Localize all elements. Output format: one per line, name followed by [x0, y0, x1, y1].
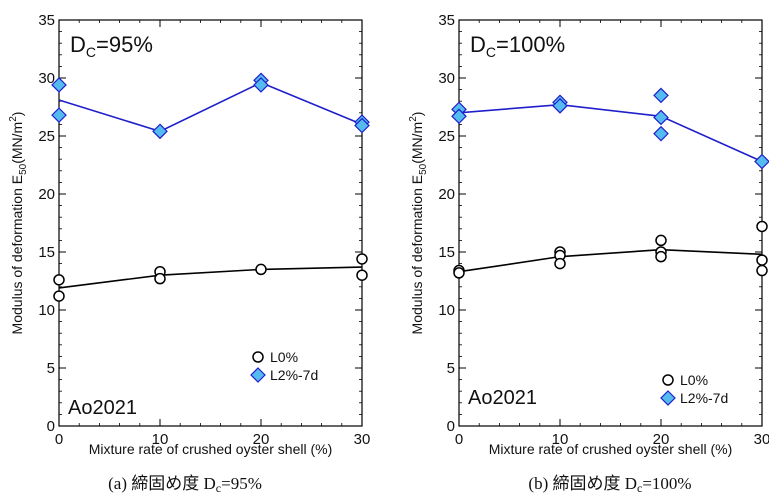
data-point-circle [756, 254, 768, 266]
data-point-circle [655, 234, 667, 247]
x-tick-label: 30 [754, 431, 769, 448]
x-tick-label: 20 [253, 431, 270, 448]
y-tick-label: 5 [447, 360, 455, 377]
y-tick-label: 30 [38, 70, 55, 87]
trend-line-circle [58, 266, 363, 289]
trend-line-diamond [458, 103, 763, 163]
y-tick-label: 0 [47, 418, 55, 435]
y-tick-label: 15 [438, 244, 455, 261]
plot-frame [58, 19, 363, 427]
data-point-circle [53, 290, 65, 302]
data-point-circle [756, 264, 768, 277]
data-point-circle [53, 274, 65, 286]
x-tick-label: 0 [55, 431, 63, 448]
y-tick-label: 35 [438, 12, 455, 29]
dc-annotation: DC=100% [470, 32, 565, 60]
panel-caption: (a) 締固め度 Dc=95% [108, 474, 262, 495]
data-point-diamond [51, 107, 67, 123]
source-annotation: Ao2021 [468, 387, 537, 409]
y-tick-label: 5 [47, 360, 55, 377]
data-point-circle [453, 267, 465, 279]
x-tick-label: 30 [354, 431, 371, 448]
data-point-circle [655, 250, 667, 263]
y-tick-label: 20 [38, 186, 55, 203]
y-tick-label: 20 [438, 186, 455, 203]
data-point-diamond [152, 123, 168, 140]
data-point-circle [255, 263, 267, 276]
y-tick-label: 35 [38, 12, 55, 29]
y-tick-label: 0 [447, 418, 455, 435]
y-tick-label: 10 [438, 302, 455, 319]
data-point-diamond [754, 153, 769, 170]
x-tick-label: 20 [653, 431, 670, 448]
trend-line-diamond [58, 81, 363, 133]
y-axis-label: Modulus of deformation E50(MN/m2) [408, 112, 429, 335]
trend-line-circle [458, 248, 763, 273]
data-point-circle [756, 220, 768, 233]
source-annotation: Ao2021 [68, 397, 137, 419]
legend-marker-diamond [660, 390, 676, 406]
legend-label: L0% [270, 349, 298, 365]
legend-marker-diamond [250, 367, 266, 383]
chart-panel-a: 0 5 10 15 20 25 30 35 0 10 20 30 Mixture rate of cru… [8, 12, 370, 495]
y-tick-label: 15 [38, 244, 55, 261]
y-tick-label: 10 [38, 302, 55, 319]
data-point-diamond [253, 77, 269, 93]
plot-frame [458, 19, 763, 427]
data-point-diamond [451, 108, 467, 125]
panel-caption: (b) 締固め度 Dc=100% [528, 474, 691, 495]
y-axis-label: Modulus of deformation E50(MN/m2) [8, 112, 29, 335]
data-point-diamond [51, 77, 67, 93]
dc-annotation: DC=95% [70, 32, 153, 60]
data-point-diamond [653, 125, 669, 142]
x-axis-label: Mixture rate of crushed oyster shell (%) [489, 441, 733, 457]
x-tick-label: 10 [552, 431, 569, 448]
x-tick-label: 0 [455, 431, 463, 448]
data-point-diamond [653, 87, 669, 104]
x-axis-label: Mixture rate of crushed oyster shell (%) [89, 441, 333, 457]
data-point-diamond [653, 109, 669, 126]
legend-marker-circle [252, 351, 264, 363]
legend-label: L2%-7d [270, 367, 318, 383]
legend-label: L0% [680, 372, 708, 388]
data-point-circle [356, 269, 368, 281]
legend-marker-circle [662, 374, 674, 386]
y-tick-label: 30 [438, 70, 455, 87]
data-point-circle [554, 257, 566, 270]
data-point-circle [154, 272, 166, 285]
x-tick-label: 10 [152, 431, 169, 448]
chart-panel-b: 0 5 10 15 20 25 30 35 0 10 20 30 Mixture rate of cru… [408, 12, 769, 495]
data-point-diamond [354, 117, 370, 134]
data-point-circle [356, 253, 368, 265]
y-tick-label: 25 [438, 128, 455, 145]
data-point-diamond [552, 97, 568, 114]
legend-label: L2%-7d [680, 390, 728, 406]
y-tick-label: 25 [38, 128, 55, 145]
